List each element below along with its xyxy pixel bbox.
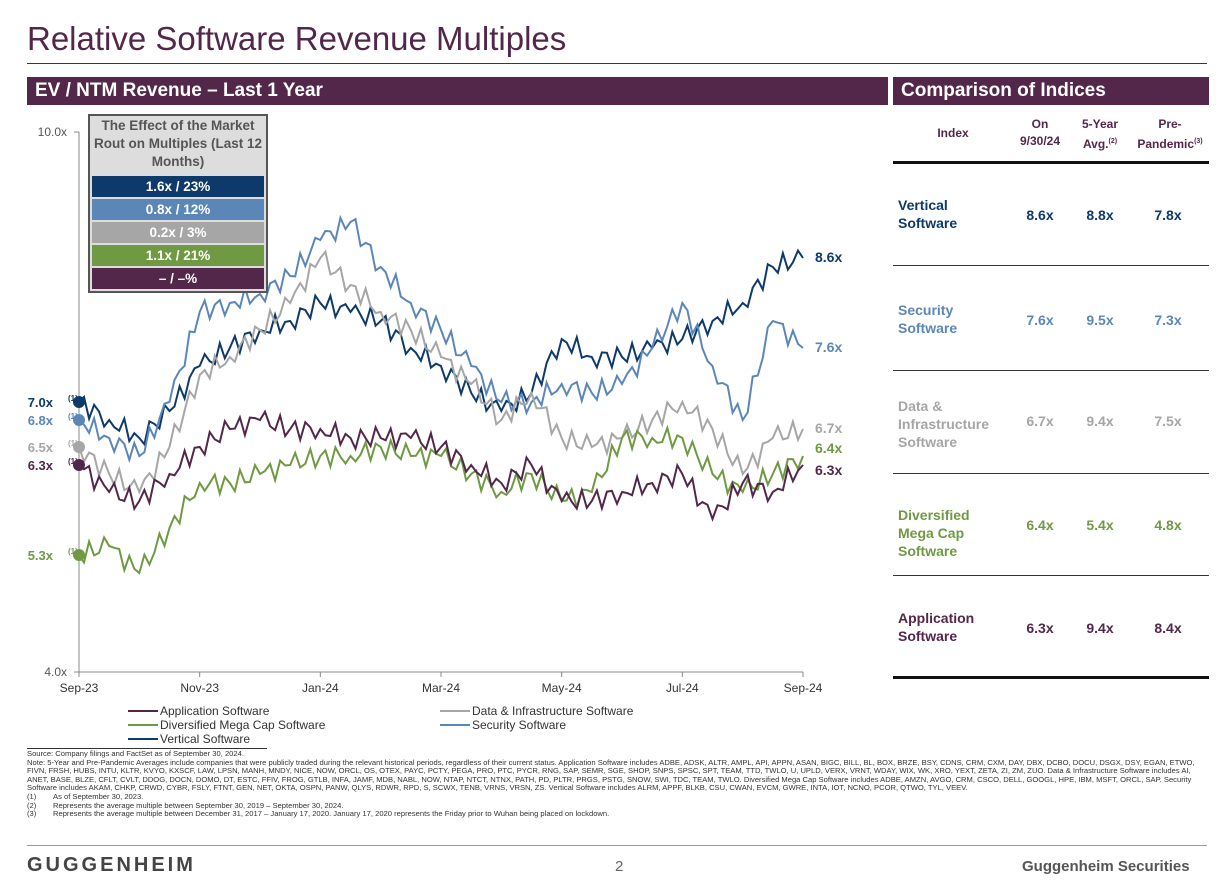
effect-row-application: – / –% (92, 268, 264, 289)
page-title: Relative Software Revenue Multiples (27, 20, 567, 57)
start-marker (73, 396, 85, 408)
series-line (78, 249, 804, 495)
start-label: 6.8x (28, 413, 54, 428)
row-rule (893, 473, 1209, 474)
start-marker (73, 459, 85, 471)
legend-col-2: Data & Infrastructure Software Security … (440, 704, 633, 732)
chart-header: EV / NTM Revenue – Last 1 Year (27, 77, 888, 105)
footnote: (2) Represents the average multiple betwe… (27, 800, 344, 810)
value-avg: 9.4x (1086, 620, 1114, 636)
y-tick-label: 10.0x (38, 125, 67, 139)
value-pre: 7.3x (1154, 312, 1182, 328)
legend-item: Vertical Software (128, 732, 325, 746)
title-divider (27, 63, 1207, 64)
y-tick-label: 4.0x (44, 665, 67, 679)
value-on: 6.3x (1026, 620, 1054, 636)
start-marker (73, 549, 85, 561)
value-pre: 7.5x (1154, 413, 1182, 429)
index-name: Security Software (898, 302, 958, 336)
footer-brand: Guggenheim Securities (1022, 858, 1190, 875)
table-row: Vertical Software 8.6x 8.8x 7.8x (893, 163, 1209, 266)
table-row: Security Software 7.6x 9.5x 7.3x (893, 268, 1209, 371)
effect-box: The Effect of the Market Rout on Multipl… (88, 114, 268, 293)
col-index: Index (937, 126, 969, 140)
start-label: 5.3x (28, 548, 54, 563)
series-line (78, 424, 804, 575)
index-name: Vertical Software (898, 197, 958, 231)
start-label-sup: (1) (68, 457, 78, 466)
x-tick-label: Nov-23 (180, 681, 219, 695)
row-rule (893, 676, 1209, 679)
table-row: Diversified Mega Cap Software 6.4x 5.4x … (893, 473, 1209, 576)
col-avg: 5-Year Avg.(2) (1081, 117, 1119, 151)
start-marker (73, 441, 85, 453)
value-on: 8.6x (1026, 207, 1054, 223)
col-pre: Pre-Pandemic(3) (1137, 117, 1203, 151)
effect-row-diversified: 1.1x / 21% (92, 245, 264, 266)
row-rule (893, 265, 1209, 266)
table-row: Data & Infrastructure Software 6.7x 9.4x… (893, 371, 1209, 474)
line-chart: 10.0x 4.0x Sep-23 Nov-23 Jan-24 Mar-24 May-24 J… (28, 125, 843, 695)
value-on: 6.7x (1026, 413, 1054, 429)
effect-row-security: 0.8x / 12% (92, 199, 264, 220)
table-row: Application Software 6.3x 9.4x 8.4x (893, 576, 1209, 679)
index-name: Diversified Mega Cap Software (898, 507, 970, 559)
legend-item: Diversified Mega Cap Software (128, 718, 325, 732)
source-note: Source: Company filings and FactSet as o… (27, 748, 267, 759)
end-label: 6.3x (815, 462, 842, 478)
effect-row-data: 0.2x / 3% (92, 222, 264, 243)
footnote: (3) Represents the average multiple betwe… (27, 809, 610, 819)
col-on: On 9/30/24 (1019, 117, 1061, 148)
x-tick-label: Mar-24 (422, 681, 460, 695)
start-label: 7.0x (28, 395, 54, 410)
page-number: 2 (615, 858, 624, 875)
start-label: 6.3x (28, 458, 54, 473)
start-label-sup: (1) (68, 394, 78, 403)
row-rule (893, 370, 1209, 371)
end-label: 8.6x (815, 249, 842, 265)
legend-item: Security Software (440, 718, 633, 732)
footnote: (1) As of September 30, 2023. (27, 791, 144, 801)
footnotes: Source: Company filings and FactSet as o… (27, 748, 1207, 819)
legend-col-1: Application Software Diversified Mega Ca… (128, 704, 325, 746)
x-tick-label: Sep-24 (784, 681, 823, 695)
value-on: 7.6x (1026, 312, 1054, 328)
index-name: Data & Infrastructure Software (898, 398, 990, 450)
effect-row-vertical: 1.6x / 23% (92, 176, 264, 197)
start-label-sup: (1) (68, 439, 78, 448)
value-pre: 8.4x (1154, 620, 1182, 636)
value-avg: 5.4x (1086, 517, 1114, 533)
header-rule (893, 161, 1209, 164)
footer-rule (27, 845, 1207, 846)
guggenheim-logo: GUGGENHEIM (27, 854, 196, 876)
series-line (78, 248, 804, 447)
value-avg: 9.4x (1086, 413, 1114, 429)
index-name: Application Software (898, 610, 975, 644)
series-line (78, 409, 804, 522)
start-label-sup: (1) (68, 412, 78, 421)
start-marker (73, 414, 85, 426)
value-pre: 7.8x (1154, 207, 1182, 223)
row-rule (893, 575, 1209, 576)
value-on: 6.4x (1026, 517, 1054, 533)
note-text: Note: 5-Year and Pre-Pandemic Averages i… (27, 757, 1195, 793)
value-pre: 4.8x (1154, 517, 1182, 533)
end-label: 6.7x (815, 420, 842, 436)
series-line (78, 214, 804, 464)
table-header: Comparison of Indices (893, 77, 1209, 105)
start-label: 6.5x (28, 440, 54, 455)
x-tick-label: Jul-24 (666, 681, 699, 695)
value-avg: 9.5x (1086, 312, 1114, 328)
end-label: 6.4x (815, 440, 842, 456)
x-tick-label: Jan-24 (302, 681, 339, 695)
legend-item: Data & Infrastructure Software (440, 704, 633, 718)
x-tick-label: May-24 (542, 681, 582, 695)
effect-box-heading: The Effect of the Market Rout on Multipl… (93, 118, 262, 169)
start-label-sup: (1) (68, 547, 78, 556)
value-avg: 8.8x (1086, 207, 1114, 223)
legend-item: Application Software (128, 704, 325, 718)
x-tick-label: Sep-23 (60, 681, 99, 695)
end-label: 7.6x (815, 339, 842, 355)
